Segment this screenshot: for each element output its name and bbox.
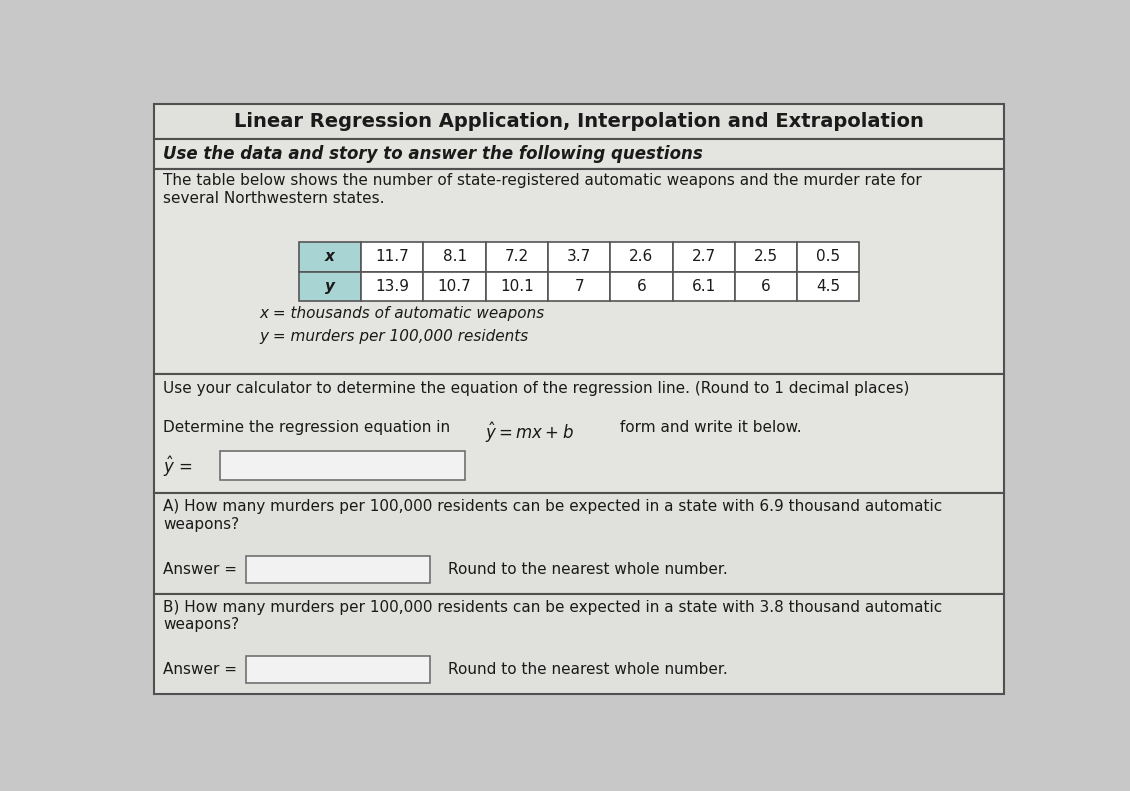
FancyBboxPatch shape	[548, 271, 610, 301]
Text: Linear Regression Application, Interpolation and Extrapolation: Linear Regression Application, Interpola…	[234, 112, 924, 131]
FancyBboxPatch shape	[362, 242, 424, 271]
Text: Round to the nearest whole number.: Round to the nearest whole number.	[447, 662, 728, 677]
Text: 4.5: 4.5	[816, 278, 841, 293]
FancyBboxPatch shape	[362, 271, 424, 301]
FancyBboxPatch shape	[155, 168, 1003, 374]
FancyBboxPatch shape	[486, 242, 548, 271]
Text: Determine the regression equation in: Determine the regression equation in	[163, 420, 455, 435]
FancyBboxPatch shape	[734, 271, 797, 301]
Text: 10.7: 10.7	[437, 278, 471, 293]
Text: 2.6: 2.6	[629, 249, 653, 264]
FancyBboxPatch shape	[424, 271, 486, 301]
FancyBboxPatch shape	[298, 242, 362, 271]
Text: x: x	[325, 249, 334, 264]
FancyBboxPatch shape	[155, 104, 1003, 139]
Text: A) How many murders per 100,000 residents can be expected in a state with 6.9 th: A) How many murders per 100,000 resident…	[163, 499, 942, 532]
FancyBboxPatch shape	[486, 271, 548, 301]
Text: 6: 6	[762, 278, 771, 293]
Text: Use your calculator to determine the equation of the regression line. (Round to : Use your calculator to determine the equ…	[163, 380, 910, 396]
Text: 7.2: 7.2	[505, 249, 529, 264]
Text: 6.1: 6.1	[692, 278, 715, 293]
FancyBboxPatch shape	[548, 242, 610, 271]
FancyBboxPatch shape	[246, 556, 431, 583]
Text: form and write it below.: form and write it below.	[615, 420, 801, 435]
Text: 2.5: 2.5	[754, 249, 779, 264]
Text: B) How many murders per 100,000 residents can be expected in a state with 3.8 th: B) How many murders per 100,000 resident…	[163, 600, 942, 632]
Text: Use the data and story to answer the following questions: Use the data and story to answer the fol…	[163, 145, 703, 163]
Text: Answer =: Answer =	[163, 562, 237, 577]
FancyBboxPatch shape	[610, 271, 672, 301]
Text: The table below shows the number of state-registered automatic weapons and the m: The table below shows the number of stat…	[163, 173, 922, 206]
FancyBboxPatch shape	[734, 242, 797, 271]
FancyBboxPatch shape	[246, 657, 431, 683]
FancyBboxPatch shape	[155, 374, 1003, 494]
FancyBboxPatch shape	[155, 494, 1003, 594]
Text: 3.7: 3.7	[567, 249, 591, 264]
FancyBboxPatch shape	[797, 271, 859, 301]
Text: 8.1: 8.1	[443, 249, 467, 264]
Text: $\hat{y}$ =: $\hat{y}$ =	[163, 454, 193, 479]
Text: 2.7: 2.7	[692, 249, 715, 264]
FancyBboxPatch shape	[298, 271, 362, 301]
FancyBboxPatch shape	[424, 242, 486, 271]
Text: $\hat{y} = mx + b$: $\hat{y} = mx + b$	[486, 420, 574, 445]
Text: y = murders per 100,000 residents: y = murders per 100,000 residents	[260, 329, 529, 344]
Text: 13.9: 13.9	[375, 278, 409, 293]
Text: 11.7: 11.7	[375, 249, 409, 264]
Text: 7: 7	[574, 278, 584, 293]
Text: y: y	[325, 278, 334, 293]
Text: 6: 6	[636, 278, 646, 293]
FancyBboxPatch shape	[155, 594, 1003, 694]
FancyBboxPatch shape	[672, 242, 735, 271]
FancyBboxPatch shape	[220, 451, 466, 480]
FancyBboxPatch shape	[672, 271, 735, 301]
Text: Answer =: Answer =	[163, 662, 237, 677]
FancyBboxPatch shape	[797, 242, 859, 271]
Text: Round to the nearest whole number.: Round to the nearest whole number.	[447, 562, 728, 577]
Text: 10.1: 10.1	[499, 278, 533, 293]
FancyBboxPatch shape	[155, 139, 1003, 168]
FancyBboxPatch shape	[610, 242, 672, 271]
Text: 0.5: 0.5	[816, 249, 841, 264]
Text: x = thousands of automatic weapons: x = thousands of automatic weapons	[260, 305, 545, 320]
